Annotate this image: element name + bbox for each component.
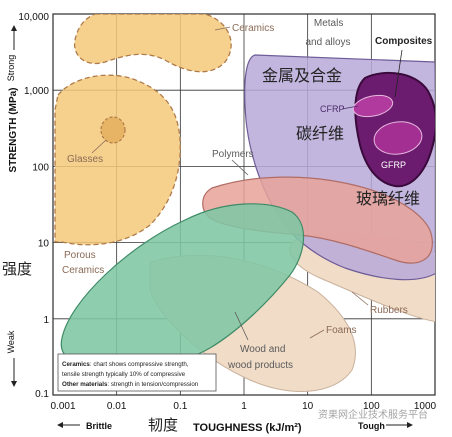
note-3-text: : strength in tension/compression [107, 381, 198, 388]
note-1-text: : chart shows compressive strength, [90, 361, 189, 368]
x-tick-label: 1 [241, 401, 247, 412]
leader-composites [394, 49, 403, 98]
x-tick-label: 1000 [414, 401, 437, 412]
label-composites: Composites [375, 36, 433, 47]
label-cfrp-cn: 碳纤维 [296, 124, 344, 143]
note-1-bold: Ceramics [62, 361, 90, 368]
leader-ceramics [214, 26, 231, 31]
label-porous-ceramics: Porous Ceramics [62, 250, 104, 276]
leader-rubbers [351, 291, 369, 306]
leader-glasses [91, 139, 107, 154]
region-ceramics [73, 14, 232, 73]
y-tick-label: 1 [43, 315, 49, 326]
leader-polymers [231, 159, 249, 176]
x-axis-title: TOUGHNESS (kJ/m²) [193, 422, 302, 434]
y-tick-label: 1,000 [24, 86, 49, 97]
label-rubbers: Rubbers [370, 305, 408, 316]
x-tick-label: 0.001 [50, 401, 75, 412]
y-tick-label: 0.1 [35, 389, 49, 400]
label-ceramics: Ceramics [232, 23, 274, 34]
x-tick-label: 0.01 [107, 401, 127, 412]
wood-word2: wood products [227, 360, 293, 371]
label-foams: Foams [326, 325, 357, 336]
leader-foams [309, 329, 325, 339]
note-3-bold: Other materials [62, 381, 108, 388]
label-metals-alloys: Metals and alloys [305, 18, 350, 48]
note-line-3: Other materials: strength in tension/com… [62, 381, 199, 388]
region-glasses-core [100, 116, 126, 144]
note-line-1: Ceramics: chart shows compressive streng… [62, 361, 189, 368]
x-tough-label: Tough [358, 421, 385, 431]
watermark-text: 资果网企业技术服务平台 [318, 408, 428, 421]
label-glasses: Glasses [67, 154, 103, 165]
porous-ceramics-word2: Ceramics [62, 265, 104, 276]
label-polymers: Polymers [212, 149, 254, 160]
y-tick-label: 10,000 [18, 12, 49, 23]
notes-box [57, 353, 217, 392]
label-cfrp: CFRP [320, 104, 345, 114]
metals-word2: and alloys [305, 37, 350, 48]
leader-cfrp [341, 105, 359, 110]
x-tick-label: 0.1 [173, 401, 187, 412]
x-tick-labels: 0.001 0.01 0.1 1 10 100 1000 [50, 401, 436, 412]
y-weak-label: Weak [6, 330, 16, 353]
y-tick-label: 10 [38, 239, 50, 250]
metals-word1: Metals [314, 18, 343, 29]
label-metals-alloys-cn: 金属及合金 [262, 66, 342, 85]
y-tick-label: 100 [32, 162, 49, 173]
y-axis-title: STRENGTH (MPa) [8, 88, 19, 173]
material-regions [54, 14, 435, 392]
leader-wood [234, 311, 249, 341]
x-tick-label: 100 [363, 401, 380, 412]
label-wood: Wood and wood products [227, 344, 293, 371]
porous-ceramics-word1: Porous [64, 250, 96, 261]
y-axis-title-cn: 强度 [2, 260, 32, 278]
x-brittle-label: Brittle [86, 421, 112, 431]
label-gfrp: GFRP [381, 160, 406, 170]
y-tick-labels: 0.1 1 10 100 1,000 10,000 [18, 12, 49, 400]
region-gfrp [373, 121, 423, 155]
wood-word1: Wood and [240, 344, 285, 355]
region-cfrp [352, 94, 394, 118]
note-line-2: tensile strength typically 10% of compre… [62, 371, 186, 378]
region-glasses-porous-ceramics [54, 74, 181, 246]
x-tick-label: 10 [302, 401, 314, 412]
x-axis-title-cn: 韧度 [148, 416, 178, 434]
y-strong-label: Strong [6, 55, 16, 82]
label-gfrp-cn: 玻璃纤维 [356, 189, 420, 208]
